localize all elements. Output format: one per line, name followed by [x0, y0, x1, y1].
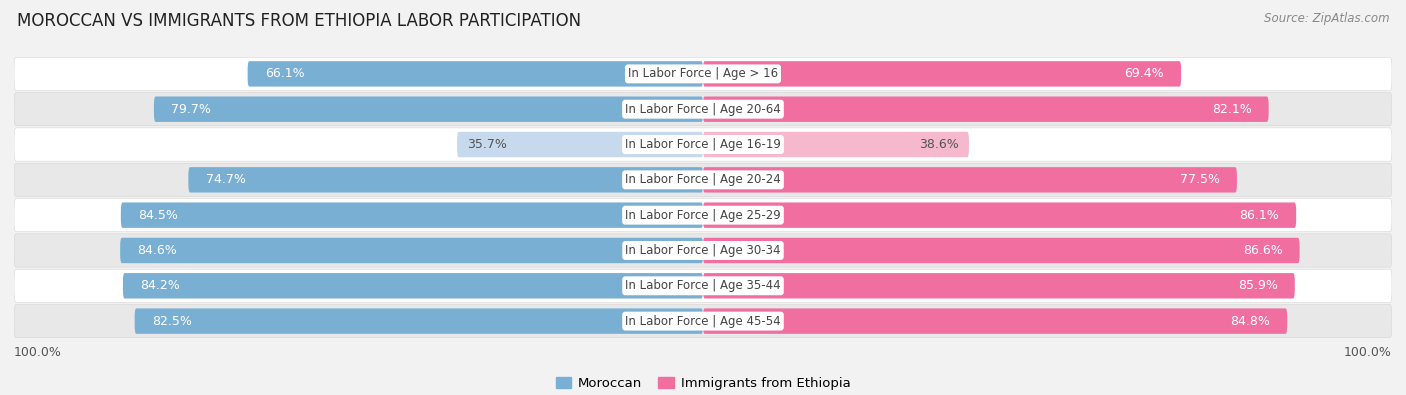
Text: 84.5%: 84.5%	[138, 209, 179, 222]
Text: 66.1%: 66.1%	[264, 68, 305, 81]
FancyBboxPatch shape	[703, 238, 1299, 263]
FancyBboxPatch shape	[703, 273, 1295, 299]
FancyBboxPatch shape	[135, 308, 703, 334]
Legend: Moroccan, Immigrants from Ethiopia: Moroccan, Immigrants from Ethiopia	[550, 371, 856, 395]
Text: 82.5%: 82.5%	[152, 314, 191, 327]
Text: 100.0%: 100.0%	[1344, 346, 1392, 359]
Text: In Labor Force | Age 20-24: In Labor Force | Age 20-24	[626, 173, 780, 186]
FancyBboxPatch shape	[14, 305, 1392, 338]
FancyBboxPatch shape	[247, 61, 703, 87]
Text: 82.1%: 82.1%	[1212, 103, 1251, 116]
Text: 84.2%: 84.2%	[141, 279, 180, 292]
FancyBboxPatch shape	[14, 163, 1392, 196]
FancyBboxPatch shape	[14, 128, 1392, 161]
Text: 86.1%: 86.1%	[1239, 209, 1279, 222]
Text: 79.7%: 79.7%	[172, 103, 211, 116]
Text: 85.9%: 85.9%	[1237, 279, 1278, 292]
FancyBboxPatch shape	[188, 167, 703, 192]
Text: In Labor Force | Age 30-34: In Labor Force | Age 30-34	[626, 244, 780, 257]
FancyBboxPatch shape	[703, 203, 1296, 228]
FancyBboxPatch shape	[14, 234, 1392, 267]
Text: 86.6%: 86.6%	[1243, 244, 1282, 257]
FancyBboxPatch shape	[122, 273, 703, 299]
Text: In Labor Force | Age 25-29: In Labor Force | Age 25-29	[626, 209, 780, 222]
FancyBboxPatch shape	[14, 57, 1392, 90]
Text: MOROCCAN VS IMMIGRANTS FROM ETHIOPIA LABOR PARTICIPATION: MOROCCAN VS IMMIGRANTS FROM ETHIOPIA LAB…	[17, 12, 581, 30]
Text: 77.5%: 77.5%	[1180, 173, 1219, 186]
FancyBboxPatch shape	[120, 238, 703, 263]
FancyBboxPatch shape	[703, 61, 1181, 87]
Text: In Labor Force | Age 35-44: In Labor Force | Age 35-44	[626, 279, 780, 292]
FancyBboxPatch shape	[703, 132, 969, 157]
FancyBboxPatch shape	[14, 199, 1392, 232]
Text: 74.7%: 74.7%	[205, 173, 246, 186]
Text: In Labor Force | Age 45-54: In Labor Force | Age 45-54	[626, 314, 780, 327]
FancyBboxPatch shape	[703, 96, 1268, 122]
FancyBboxPatch shape	[703, 167, 1237, 192]
FancyBboxPatch shape	[703, 308, 1288, 334]
FancyBboxPatch shape	[121, 203, 703, 228]
Text: 35.7%: 35.7%	[467, 138, 508, 151]
Text: In Labor Force | Age > 16: In Labor Force | Age > 16	[628, 68, 778, 81]
Text: In Labor Force | Age 20-64: In Labor Force | Age 20-64	[626, 103, 780, 116]
Text: 84.6%: 84.6%	[138, 244, 177, 257]
Text: 100.0%: 100.0%	[14, 346, 62, 359]
FancyBboxPatch shape	[14, 92, 1392, 126]
Text: In Labor Force | Age 16-19: In Labor Force | Age 16-19	[626, 138, 780, 151]
FancyBboxPatch shape	[153, 96, 703, 122]
Text: Source: ZipAtlas.com: Source: ZipAtlas.com	[1264, 12, 1389, 25]
Text: 38.6%: 38.6%	[920, 138, 959, 151]
FancyBboxPatch shape	[14, 269, 1392, 303]
Text: 84.8%: 84.8%	[1230, 314, 1270, 327]
Text: 69.4%: 69.4%	[1125, 68, 1164, 81]
FancyBboxPatch shape	[457, 132, 703, 157]
